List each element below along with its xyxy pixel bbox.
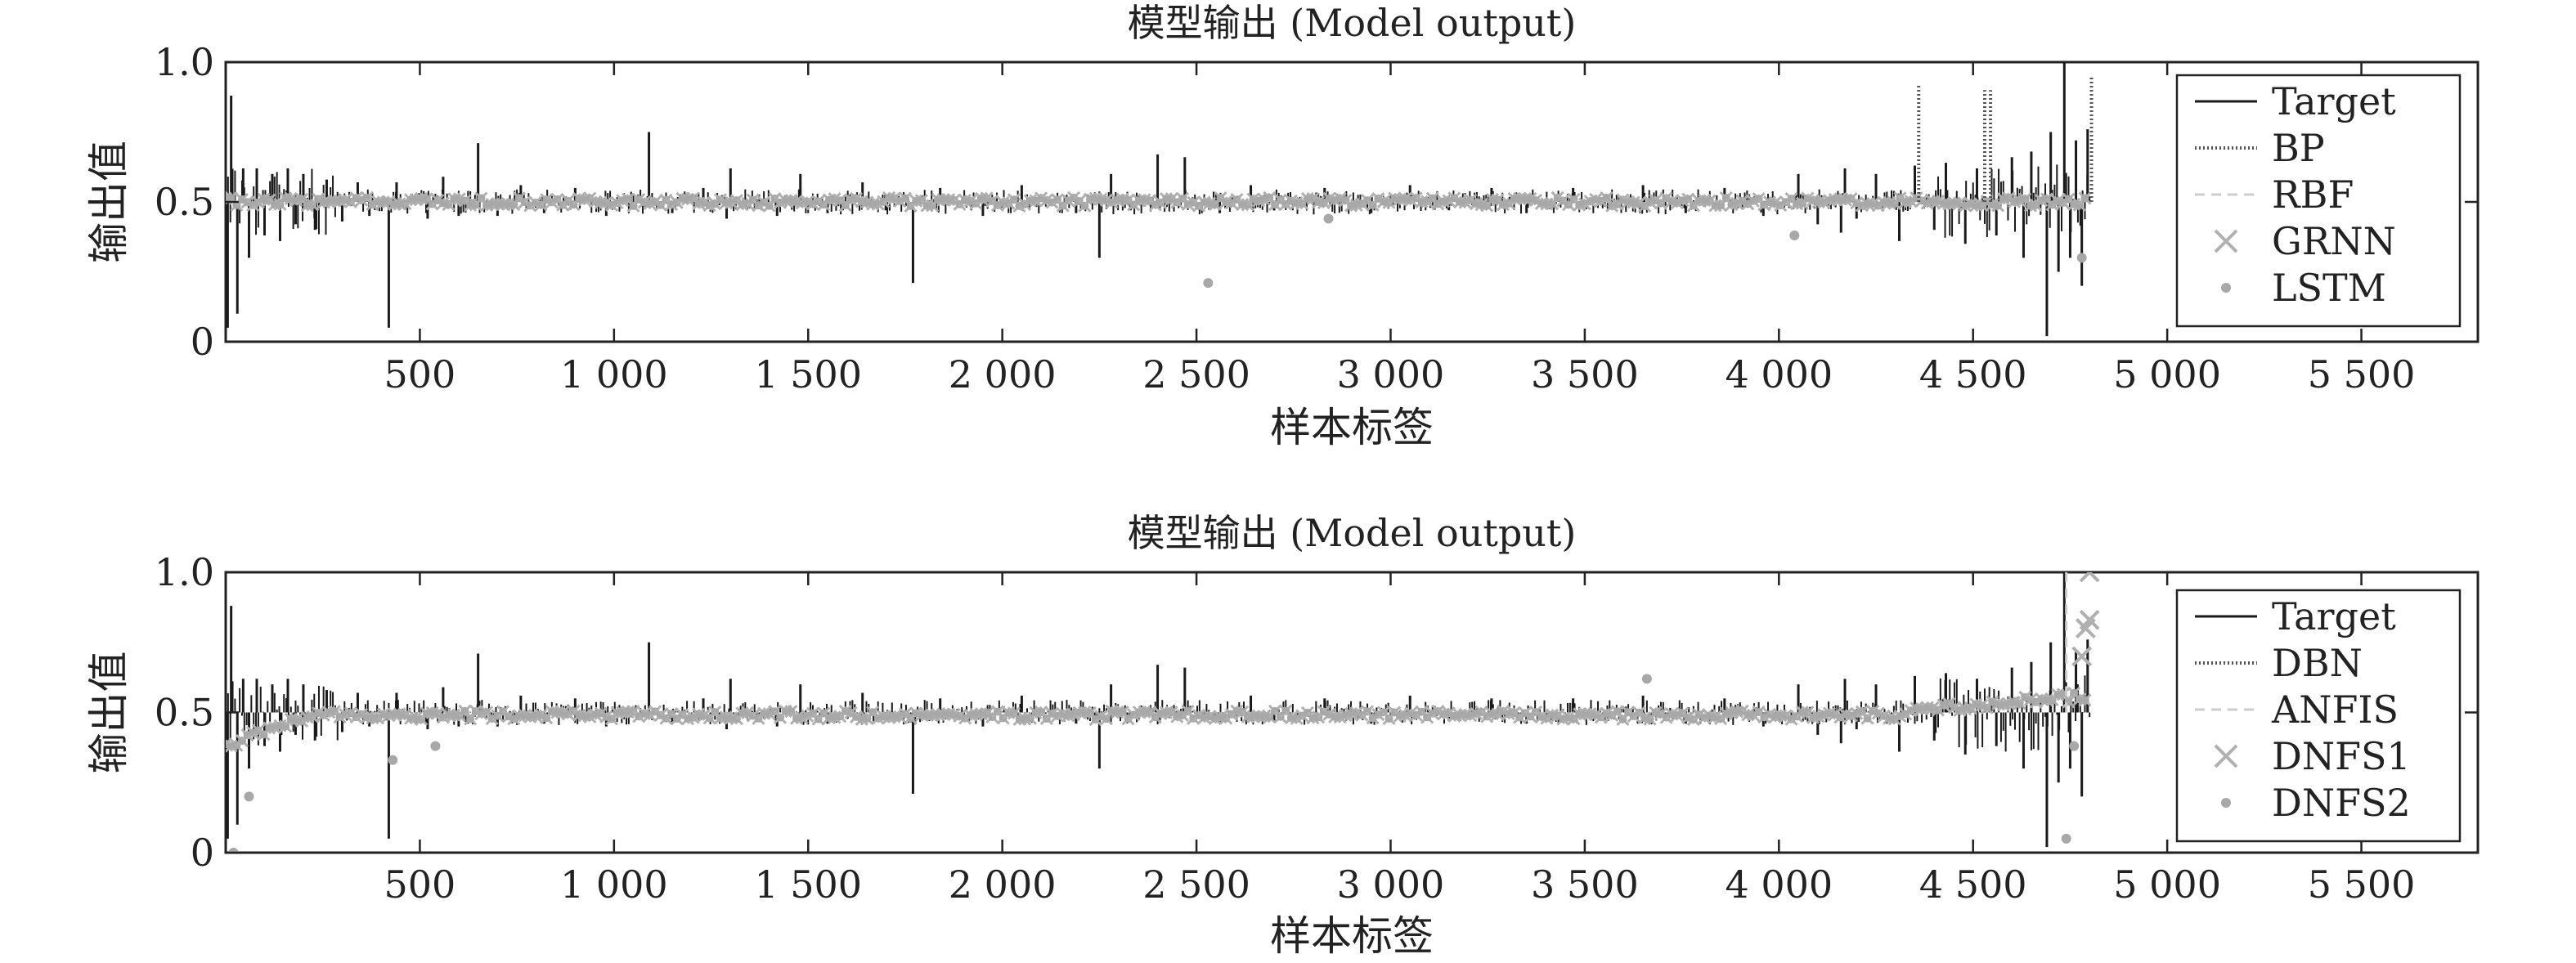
chart-2-legend-label: DNFS2 [2272,781,2411,825]
chart-1-x-tick-label: 4 000 [1725,352,1833,396]
chart-1-legend-swatch [2214,229,2238,253]
chart-1-lstm-point [1203,278,1214,289]
chart-2-model-dot [1613,707,1622,716]
chart-1-model-dot [1602,194,1611,203]
chart-1-x-tick-label: 2 500 [1142,352,1250,396]
chart-1-legend-label: RBF [2272,172,2354,217]
chart-1-x-tick-label: 3 500 [1531,352,1639,396]
chart-1-y-tick-label: 0.5 [155,180,214,224]
chart-1-x-tick-label: 5 000 [2113,352,2221,396]
chart-1-plot-area [226,62,2094,337]
chart-1-legend-label: GRNN [2272,219,2396,263]
chart-2-legend-label: Target [2272,594,2396,638]
chart-2-model-dot [1102,714,1111,723]
chart-2-dnfs2-point [2069,741,2080,751]
chart-1-legend-label: LSTM [2272,266,2386,310]
chart-2-legend-label: ANFIS [2271,688,2399,732]
chart-1-x-tick-label: 500 [384,352,456,396]
chart-1-legend-label: Target [2272,79,2396,123]
chart-1-x-axis-label: 样本标签 [1270,404,1434,451]
chart-2-x-tick-label: 1 000 [560,862,668,907]
chart-1-lstm-point [1323,213,1334,224]
chart-1-model-dot [227,194,236,203]
chart-1-title: 模型输出 (Model output) [1128,1,1577,45]
chart-1-x-tick-label: 2 000 [949,352,1057,396]
chart-1-model-dot [900,194,909,203]
chart-2-dnfs2-point [388,755,398,765]
chart-2-y-axis-label: 输出值 [85,652,132,774]
chart-panel-2: 模型输出 (Model output) 500 1 000 1 500 2 000 2 5… [85,511,2480,960]
chart-2-x-tick-label: 1 500 [754,862,862,907]
chart-2-legend-swatch [2221,798,2231,808]
chart-2-title: 模型输出 (Model output) [1128,511,1577,555]
chart-2-dnfs2-point [1641,674,1652,684]
chart-2-legend-label: DBN [2272,641,2363,685]
chart-2-dnfs1-point [2071,646,2093,667]
chart-1-model-dot [2080,194,2089,203]
chart-2-model-dot [466,714,475,723]
chart-1-x-tick-label: 1 500 [754,352,862,396]
chart-2-x-tick-label: 2 500 [1142,862,1250,907]
chart-2-dnfs2-point [244,791,254,802]
chart-2-dnfs2-point [430,741,441,751]
chart-1-legend-swatch [2221,283,2231,293]
chart-2-x-tick-label: 2 000 [949,862,1057,907]
chart-2-y-tick-label: 0 [191,831,214,875]
chart-2-dnfs1-point [2076,618,2096,639]
chart-2-model-dot [460,706,469,715]
chart-2-x-tick-label: 5 000 [2113,862,2221,907]
chart-1-x-tick-label: 3 000 [1337,352,1445,396]
chart-2-dnfs2-point [2061,833,2071,844]
chart-2-legend-label: DNFS1 [2272,734,2411,778]
chart-1-model-dot [1717,201,1726,210]
chart-1-lstm-point [1789,231,1800,241]
chart-1-y-axis-label: 输出值 [85,141,132,263]
chart-2-plot-area [226,572,2100,853]
chart-1-y-tick-label: 1.0 [155,40,214,84]
chart-2-legend-swatch [2214,744,2238,768]
chart-1-y-tick-label: 0 [191,320,214,364]
chart-1-lstm-point [2076,253,2087,263]
chart-2-y-tick-label: 0.5 [155,691,214,735]
chart-2-x-tick-label: 3 500 [1531,862,1639,907]
chart-2-x-axis-label: 样本标签 [1270,912,1434,960]
chart-1-x-tick-label: 1 000 [560,352,668,396]
chart-2-x-tick-label: 5 500 [2308,862,2416,907]
chart-2-dnfs2-point [228,848,239,853]
chart-2-y-tick-label: 1.0 [155,550,214,594]
chart-2-dnfs1-point [2079,572,2100,583]
chart-2-x-tick-label: 4 000 [1725,862,1833,907]
chart-2-x-tick-label: 3 000 [1337,862,1445,907]
chart-2-series-models [226,686,2092,753]
chart-panel-1: 模型输出 (Model output) 500 1 000 1 500 2 000 2 5… [85,1,2480,451]
chart-1-legend-label: BP [2272,126,2325,170]
chart-2-model-dot [2080,696,2089,705]
chart-1-series-models [226,190,2092,213]
chart-2-x-tick-label: 4 500 [1919,862,2027,907]
chart-1-x-tick-label: 4 500 [1919,352,2027,396]
chart-2-x-tick-label: 500 [384,862,456,907]
chart-1-x-tick-label: 5 500 [2308,352,2416,396]
